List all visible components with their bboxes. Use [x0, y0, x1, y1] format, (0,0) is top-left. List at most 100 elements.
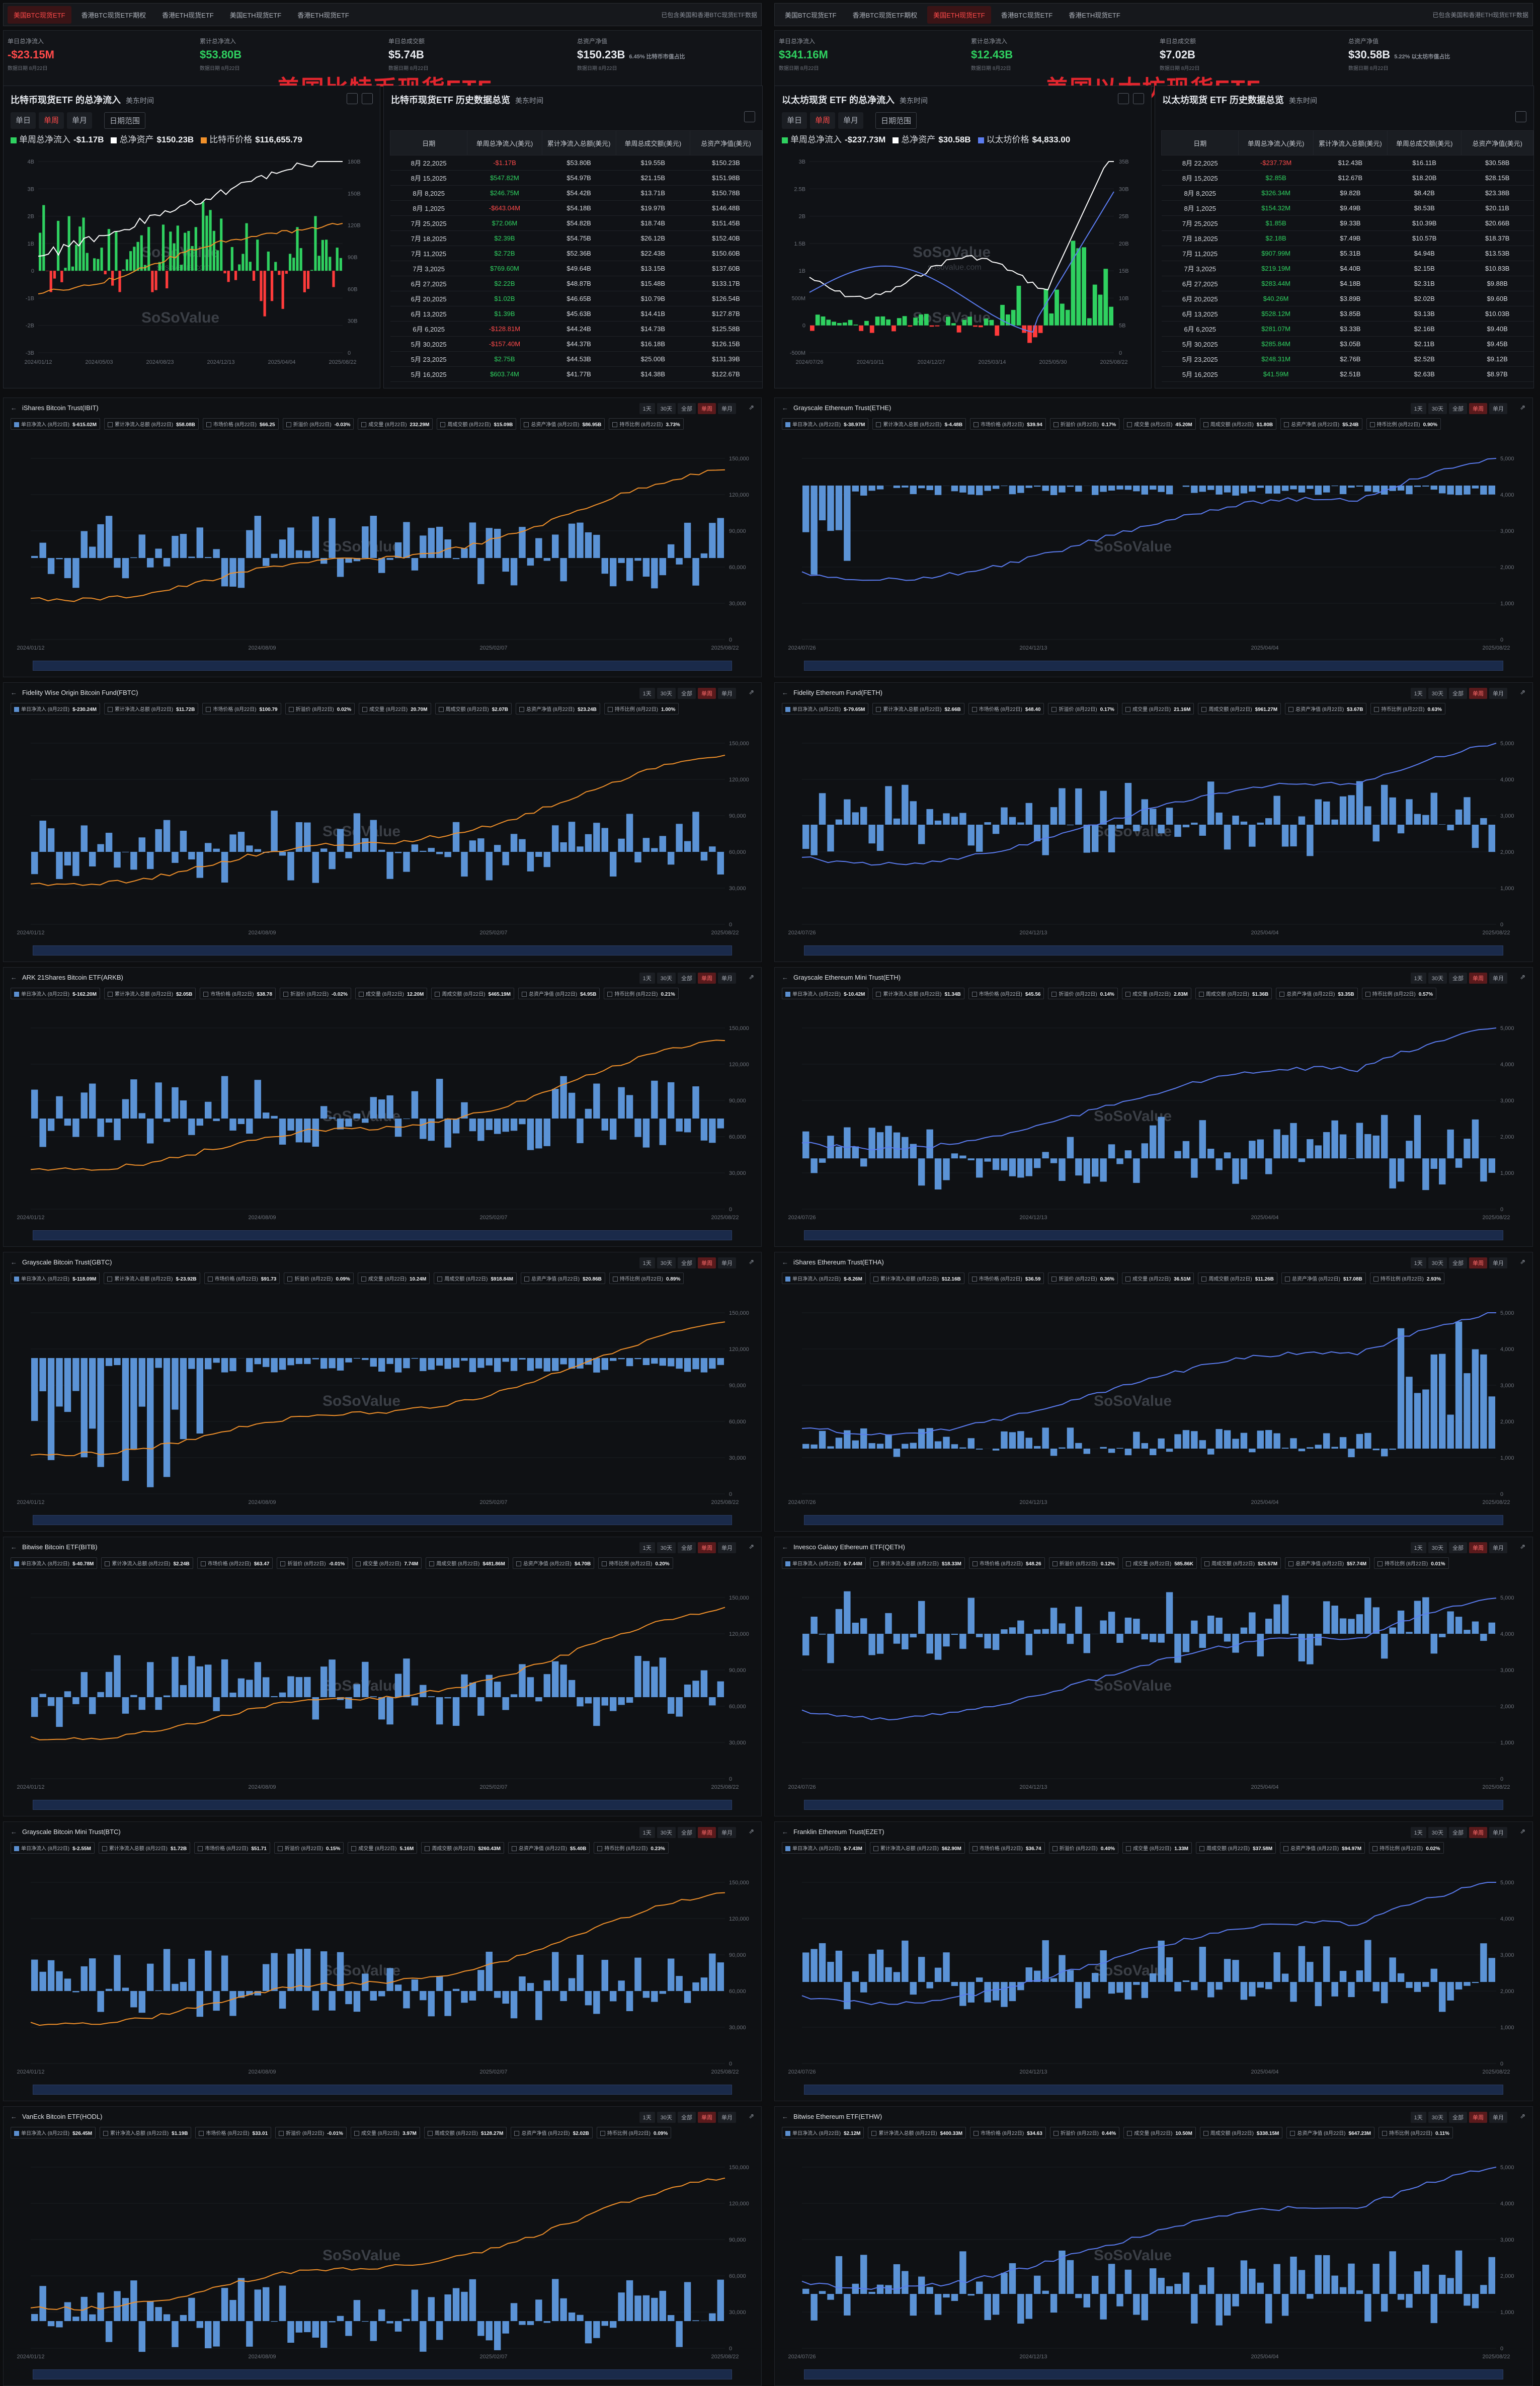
daily-flow-bar[interactable]: [1067, 2260, 1074, 2294]
daily-flow-bar[interactable]: [618, 839, 624, 852]
daily-flow-bar[interactable]: [444, 852, 451, 857]
daily-flow-bar[interactable]: [97, 844, 104, 852]
daily-flow-bar[interactable]: [1389, 1449, 1396, 1450]
daily-flow-bar[interactable]: [827, 486, 834, 531]
metric-toggle[interactable]: 持币比例 (8月22日)2.93%: [1370, 1272, 1444, 1284]
weekly-flow-bar[interactable]: [903, 316, 907, 325]
daily-flow-bar[interactable]: [660, 2291, 666, 2321]
daily-flow-bar[interactable]: [1273, 796, 1280, 825]
daily-flow-bar[interactable]: [1364, 1598, 1371, 1634]
daily-flow-bar[interactable]: [1299, 2270, 1305, 2294]
metric-toggle[interactable]: 成交量 (8月22日)2.83M: [1122, 988, 1191, 999]
daily-flow-bar[interactable]: [469, 840, 476, 852]
range-button[interactable]: 单月: [1489, 973, 1507, 984]
daily-flow-bar[interactable]: [271, 554, 277, 558]
range-button[interactable]: 1天: [1411, 1542, 1426, 1553]
daily-flow-bar[interactable]: [552, 1089, 558, 1119]
daily-flow-bar[interactable]: [1017, 1431, 1024, 1449]
daily-flow-bar[interactable]: [1373, 1607, 1380, 1634]
daily-flow-bar[interactable]: [910, 1634, 917, 1637]
daily-flow-bar[interactable]: [1207, 1449, 1214, 1455]
daily-flow-bar[interactable]: [544, 1119, 550, 1146]
daily-flow-bar[interactable]: [1480, 486, 1487, 495]
back-arrow-icon[interactable]: ←: [11, 1543, 17, 1551]
daily-flow-bar[interactable]: [819, 486, 826, 520]
weekly-flow-bar[interactable]: [198, 270, 201, 271]
daily-flow-bar[interactable]: [544, 1358, 550, 1372]
daily-flow-bar[interactable]: [139, 1991, 145, 2013]
daily-flow-bar[interactable]: [959, 1156, 966, 1159]
daily-flow-bar[interactable]: [122, 2298, 129, 2321]
daily-flow-bar[interactable]: [1133, 1982, 1140, 1985]
daily-flow-bar[interactable]: [114, 1955, 120, 1991]
daily-flow-bar[interactable]: [453, 1358, 459, 1368]
chart-range-scrollbar[interactable]: [33, 1230, 732, 1240]
daily-flow-bar[interactable]: [1431, 1355, 1437, 1449]
daily-flow-bar[interactable]: [502, 1697, 509, 1710]
metric-toggle[interactable]: 持币比例 (8月22日)0.63%: [1370, 703, 1445, 714]
daily-flow-bar[interactable]: [39, 2286, 46, 2321]
daily-flow-bar[interactable]: [951, 2294, 958, 2301]
daily-flow-bar[interactable]: [1282, 1973, 1288, 1982]
daily-flow-bar[interactable]: [1249, 1449, 1255, 1452]
checkbox-icon[interactable]: [103, 2131, 108, 2136]
weekly-flow-bar[interactable]: [919, 314, 923, 326]
daily-flow-bar[interactable]: [902, 1634, 908, 1649]
daily-flow-bar[interactable]: [519, 1119, 525, 1124]
range-button[interactable]: 1天: [639, 2112, 655, 2123]
daily-flow-bar[interactable]: [1381, 1982, 1388, 2003]
daily-flow-bar[interactable]: [1406, 1632, 1412, 1634]
checkbox-icon[interactable]: [597, 1846, 602, 1851]
daily-flow-bar[interactable]: [337, 558, 344, 577]
daily-flow-bar[interactable]: [1299, 1946, 1305, 1982]
metric-toggle[interactable]: 折溢价 (8月22日)-0.01%: [275, 2127, 347, 2138]
daily-flow-bar[interactable]: [618, 2292, 624, 2321]
range-button[interactable]: 单周: [1469, 1257, 1487, 1268]
range-button[interactable]: 单周: [1469, 2112, 1487, 2123]
daily-flow-bar[interactable]: [1340, 1971, 1346, 1982]
daily-flow-bar[interactable]: [618, 1358, 624, 1359]
date-range-button[interactable]: 日期范围: [104, 112, 145, 129]
daily-flow-bar[interactable]: [1183, 486, 1189, 487]
daily-flow-bar[interactable]: [959, 1634, 966, 1649]
daily-flow-bar[interactable]: [494, 1682, 501, 1697]
metric-toggle[interactable]: 折溢价 (8月22日)-0.02%: [280, 988, 351, 999]
share-icon[interactable]: ⇗: [1520, 1543, 1525, 1551]
daily-flow-bar[interactable]: [1116, 1634, 1123, 1643]
daily-flow-bar[interactable]: [48, 1119, 54, 1131]
daily-flow-bar[interactable]: [511, 1358, 517, 1371]
metric-toggle[interactable]: 市场价格 (8月22日)$45.56: [968, 988, 1044, 999]
daily-flow-bar[interactable]: [844, 2294, 850, 2316]
daily-flow-bar[interactable]: [1364, 486, 1371, 492]
daily-flow-bar[interactable]: [852, 1146, 859, 1158]
daily-flow-bar[interactable]: [1315, 1445, 1322, 1449]
daily-flow-bar[interactable]: [114, 558, 120, 568]
metric-toggle[interactable]: 总资产净值 (8月22日)$5.40B: [508, 1842, 590, 1854]
daily-flow-bar[interactable]: [180, 831, 187, 852]
daily-flow-bar[interactable]: [593, 535, 600, 558]
weekly-flow-bar[interactable]: [1027, 326, 1032, 343]
weekly-flow-bar[interactable]: [886, 320, 890, 326]
period-button[interactable]: 单日: [782, 112, 807, 129]
daily-flow-bar[interactable]: [852, 2284, 859, 2294]
daily-flow-bar[interactable]: [717, 1119, 724, 1129]
daily-flow-bar[interactable]: [1142, 1443, 1148, 1449]
metric-toggle[interactable]: 单日净流入 (8月22日)$2.12M: [782, 2127, 864, 2138]
daily-flow-bar[interactable]: [943, 1437, 949, 1449]
metric-toggle[interactable]: 市场价格 (8月22日)$34.63: [970, 2127, 1046, 2138]
daily-flow-bar[interactable]: [263, 1964, 269, 1991]
daily-flow-bar[interactable]: [486, 1119, 493, 1130]
metric-toggle[interactable]: 总资产净值 (8月22日)$57.74M: [1285, 1557, 1370, 1569]
weekly-flow-bar[interactable]: [115, 231, 117, 271]
daily-flow-bar[interactable]: [296, 550, 302, 558]
metric-toggle[interactable]: 累计净流入总额 (8月22日)$1.19B: [100, 2127, 191, 2138]
daily-flow-bar[interactable]: [304, 2321, 310, 2332]
daily-flow-bar[interactable]: [477, 558, 484, 584]
daily-flow-bar[interactable]: [312, 1697, 319, 1719]
daily-flow-bar[interactable]: [1422, 2265, 1429, 2294]
range-button[interactable]: 30天: [1428, 1827, 1447, 1838]
checkbox-icon[interactable]: [14, 1277, 19, 1282]
checkbox-icon[interactable]: [608, 707, 613, 712]
weekly-flow-bar[interactable]: [129, 251, 132, 271]
daily-flow-bar[interactable]: [453, 822, 459, 852]
